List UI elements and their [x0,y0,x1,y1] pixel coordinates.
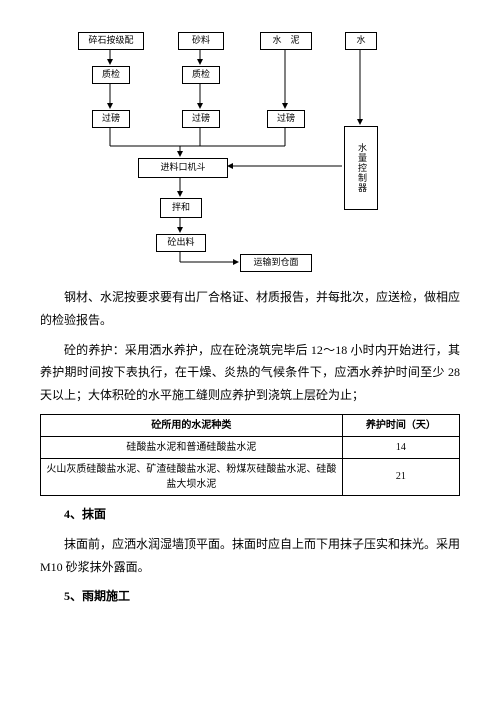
node-mix: 拌和 [160,198,202,218]
node-out: 砼出料 [156,234,206,252]
cell-type: 硅酸盐水泥和普通硅酸盐水泥 [41,436,343,458]
label: 进料口机斗 [160,163,205,173]
th-days: 养护时间（天） [342,414,459,436]
cell-type: 火山灰质硅酸盐水泥、矿渣硅酸盐水泥、粉煤灰硅酸盐水泥、硅酸盐大坝水泥 [41,458,343,495]
th-type: 砼所用的水泥种类 [41,414,343,436]
paragraph-2: 砼的养护：采用洒水养护，应在砼浇筑完毕后 12～18 小时内开始进行，其养护期时… [40,339,460,407]
cell-days: 21 [342,458,459,495]
label: 过磅 [192,114,210,124]
node-wt1: 过磅 [92,110,130,128]
node-gravel: 碎石按级配 [78,32,144,50]
node-cement: 水 泥 [260,32,312,50]
page: 碎石按级配 砂料 水 泥 水 质检 质检 过磅 过磅 过磅 进料口机斗 拌和 砼… [0,0,500,707]
label: 质检 [192,70,210,80]
cell-days: 14 [342,436,459,458]
label: 水 泥 [272,36,299,46]
heading-5: 5、雨期施工 [40,585,460,608]
label: 拌和 [172,203,190,213]
label: 碎石按级配 [88,36,133,46]
node-hopper: 进料口机斗 [138,158,228,178]
node-water: 水 [345,32,377,50]
label: 砼出料 [167,238,194,248]
label: 过磅 [102,114,120,124]
label: 砂料 [192,36,210,46]
curing-table: 砼所用的水泥种类 养护时间（天） 硅酸盐水泥和普通硅酸盐水泥 14 火山灰质硅酸… [40,414,460,496]
node-transport: 运输到仓面 [240,254,312,272]
paragraph-1: 钢材、水泥按要求要有出厂合格证、材质报告，并每批次，应送检，做相应的检验报告。 [40,286,460,332]
flowchart: 碎石按级配 砂料 水 泥 水 质检 质检 过磅 过磅 过磅 进料口机斗 拌和 砼… [60,28,440,278]
table-row: 火山灰质硅酸盐水泥、矿渣硅酸盐水泥、粉煤灰硅酸盐水泥、硅酸盐大坝水泥 21 [41,458,460,495]
node-qc2: 质检 [182,66,220,84]
node-wt2: 过磅 [182,110,220,128]
label: 运输到仓面 [253,258,298,268]
label: 水量控制器 [356,143,366,193]
label: 质检 [102,70,120,80]
label: 过磅 [277,114,295,124]
node-wt3: 过磅 [267,110,305,128]
label: 水 [356,36,365,46]
heading-4: 4、抹面 [40,503,460,526]
node-qc1: 质检 [92,66,130,84]
table-row: 硅酸盐水泥和普通硅酸盐水泥 14 [41,436,460,458]
node-sand: 砂料 [178,32,224,50]
table-header-row: 砼所用的水泥种类 养护时间（天） [41,414,460,436]
paragraph-3: 抹面前，应洒水润湿墙顶平面。抹面时应自上而下用抹子压实和抹光。采用 M10 砂浆… [40,533,460,579]
node-controller: 水量控制器 [344,126,378,210]
